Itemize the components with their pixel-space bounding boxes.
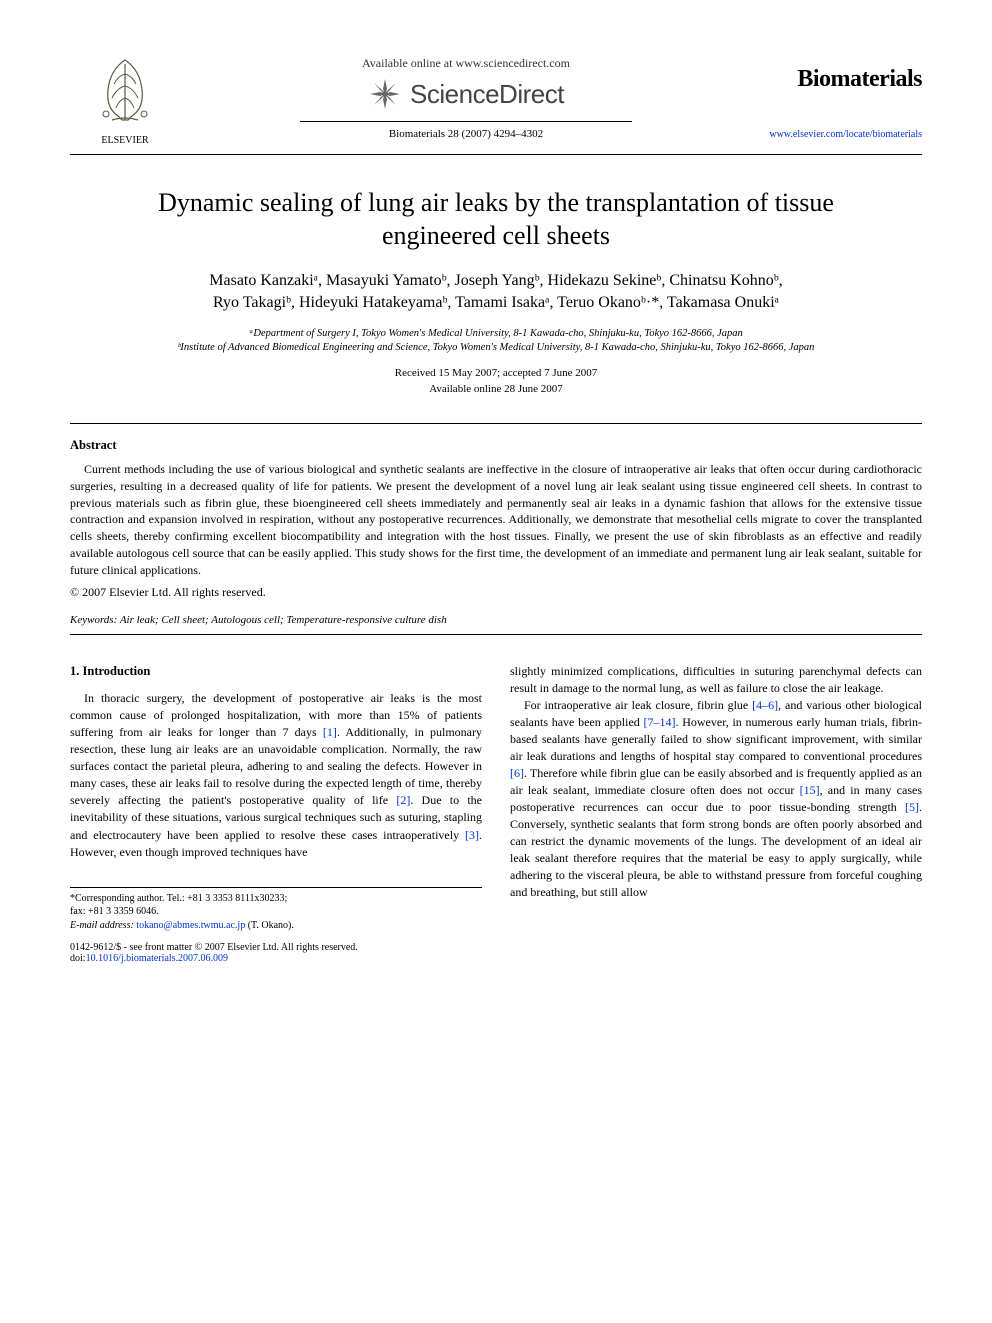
ref-link-4-6[interactable]: [4–6] (752, 698, 778, 712)
email-suffix: (T. Okano). (245, 920, 294, 931)
intro-col2-p1: slightly minimized complications, diffic… (510, 663, 922, 697)
abstract-copyright: © 2007 Elsevier Ltd. All rights reserved… (70, 585, 922, 600)
corresponding-author: *Corresponding author. Tel.: +81 3 3353 … (70, 892, 482, 906)
footer-left: 0142-9612/$ - see front matter © 2007 El… (70, 942, 358, 964)
sciencedirect-word: ScienceDirect (410, 79, 564, 110)
keywords-line: Keywords: Air leak; Cell sheet; Autologo… (70, 614, 922, 626)
title-rule-top (70, 154, 922, 155)
ref-link-1[interactable]: [1] (323, 725, 337, 739)
email-label: E-mail address: (70, 920, 136, 931)
authors-block: Masato Kanzakiᵃ, Masayuki Yamatoᵇ, Josep… (98, 270, 894, 315)
fax-line: fax: +81 3 3359 6046. (70, 905, 482, 919)
right-header: Biomaterials www.elsevier.com/locate/bio… (752, 50, 922, 140)
elsevier-label: ELSEVIER (70, 135, 180, 146)
abstract-heading: Abstract (70, 438, 922, 453)
dates-block: Received 15 May 2007; accepted 7 June 20… (70, 366, 922, 397)
elsevier-logo-block: ELSEVIER (70, 50, 180, 146)
front-matter: 0142-9612/$ - see front matter © 2007 El… (70, 942, 358, 953)
ref-link-15[interactable]: [15] (800, 783, 820, 797)
journal-url[interactable]: www.elsevier.com/locate/biomaterials (752, 129, 922, 140)
intro-col2-p2: For intraoperative air leak closure, fib… (510, 697, 922, 901)
footnotes: *Corresponding author. Tel.: +81 3 3353 … (70, 887, 482, 933)
available-online-text: Available online at www.sciencedirect.co… (180, 56, 752, 71)
paper-page: ELSEVIER Available online at www.science… (0, 0, 992, 1004)
ref-link-5[interactable]: [5] (905, 800, 919, 814)
footer-line: 0142-9612/$ - see front matter © 2007 El… (70, 942, 922, 964)
ref-link-7-14[interactable]: [7–14] (644, 715, 676, 729)
received-date: Received 15 May 2007; accepted 7 June 20… (70, 366, 922, 381)
ref-link-3[interactable]: [3] (465, 828, 479, 842)
intro-text-2f: . Conversely, synthetic sealants that fo… (510, 800, 922, 899)
doi-value[interactable]: 10.1016/j.biomaterials.2007.06.009 (86, 953, 229, 964)
body-columns: 1. Introduction In thoracic surgery, the… (70, 663, 922, 933)
column-left: 1. Introduction In thoracic surgery, the… (70, 663, 482, 933)
intro-text-2a: For intraoperative air leak closure, fib… (524, 698, 752, 712)
abstract-body: Current methods including the use of var… (70, 461, 922, 579)
elsevier-tree-icon (90, 50, 160, 130)
journal-reference: Biomaterials 28 (2007) 4294–4302 (180, 128, 752, 140)
sciencedirect-flare-icon (368, 77, 402, 111)
journal-logo: Biomaterials (752, 66, 922, 93)
keywords-text: Air leak; Cell sheet; Autologous cell; T… (117, 614, 446, 626)
doi-line: doi:10.1016/j.biomaterials.2007.06.009 (70, 953, 358, 964)
doi-label: doi: (70, 953, 86, 964)
center-header: Available online at www.sciencedirect.co… (180, 50, 752, 140)
header-rule (300, 121, 632, 122)
abstract-text: Current methods including the use of var… (70, 462, 922, 577)
email-line: E-mail address: tokano@abmes.twmu.ac.jp … (70, 919, 482, 933)
ref-link-6[interactable]: [6] (510, 766, 524, 780)
sciencedirect-logo: ScienceDirect (180, 77, 752, 111)
authors-line-1: Masato Kanzakiᵃ, Masayuki Yamatoᵇ, Josep… (98, 270, 894, 292)
column-right: slightly minimized complications, diffic… (510, 663, 922, 933)
authors-line-2: Ryo Takagiᵇ, Hideyuki Hatakeyamaᵇ, Tamam… (98, 292, 894, 314)
keywords-label: Keywords: (70, 614, 117, 626)
intro-para-1: In thoracic surgery, the development of … (70, 690, 482, 860)
header-row: ELSEVIER Available online at www.science… (70, 50, 922, 146)
email-address[interactable]: tokano@abmes.twmu.ac.jp (136, 920, 245, 931)
affiliation-b: ᵇInstitute of Advanced Biomedical Engine… (70, 341, 922, 356)
paper-title: Dynamic sealing of lung air leaks by the… (110, 187, 882, 252)
online-date: Available online 28 June 2007 (70, 382, 922, 397)
affiliation-a: ᵃDepartment of Surgery I, Tokyo Women's … (70, 327, 922, 342)
introduction-heading: 1. Introduction (70, 663, 482, 681)
affiliations: ᵃDepartment of Surgery I, Tokyo Women's … (70, 327, 922, 356)
abstract-rule-bottom (70, 634, 922, 635)
ref-link-2[interactable]: [2] (396, 793, 410, 807)
